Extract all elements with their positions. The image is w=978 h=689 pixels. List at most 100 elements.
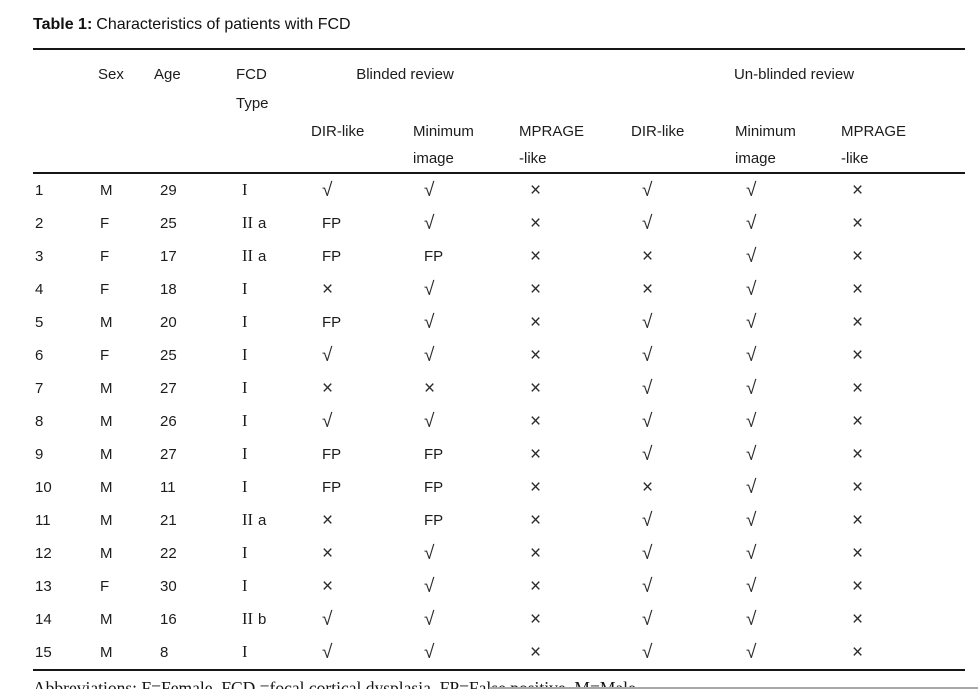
abbreviations-note: Abbreviations: F=Female, FCD =focal cort… [33, 678, 636, 689]
fcd-type-numeral: I [242, 444, 248, 463]
cell-sex: M [100, 313, 113, 331]
header-row-subcolumns: DIR-like Minimum image MPRAGE -like DIR-… [33, 118, 965, 173]
fcd-type-numeral: I [242, 180, 248, 199]
cell-blinded-mprage-like: × [530, 344, 542, 366]
cell-blinded-dir-like: FP [322, 478, 342, 496]
cell-patient-number: 3 [35, 247, 44, 265]
cell-blinded-mprage-like: × [530, 641, 542, 663]
cell-unblinded-mprage-like: × [852, 377, 864, 399]
cell-blinded-mprage-like: × [530, 179, 542, 201]
cell-age: 8 [160, 643, 169, 661]
fcd-type-numeral: II [242, 510, 253, 529]
cell-unblinded-dir-like: √ [642, 542, 653, 564]
cell-unblinded-mprage-like: × [852, 344, 864, 366]
table-caption-label: Table 1: [33, 16, 93, 33]
cell-unblinded-minimum-image: √ [746, 311, 757, 333]
cell-unblinded-mprage-like: × [852, 311, 864, 333]
fcd-type-numeral: I [242, 642, 248, 661]
patient-row: 3 F 17 II a FP FP × × √ × [33, 240, 965, 273]
patient-row: 10 M 11 I FP FP × × √ × [33, 471, 965, 504]
cell-fcd-type: I [229, 405, 303, 438]
fcd-type-numeral: I [242, 411, 248, 430]
subheader-blinded-minimum-image: Minimum image [413, 123, 474, 167]
patient-row: 11 M 21 II a × FP × √ √ × [33, 504, 965, 537]
cell-patient-number: 12 [35, 544, 52, 562]
cell-age: 27 [160, 379, 177, 397]
cell-unblinded-dir-like: × [642, 278, 654, 300]
cell-blinded-mprage-like: × [530, 377, 542, 399]
cell-unblinded-mprage-like: × [852, 443, 864, 465]
cell-blinded-mprage-like: × [530, 410, 542, 432]
fcd-type-numeral: I [242, 576, 248, 595]
header-sex: Sex [98, 66, 124, 83]
patient-row: 7 M 27 I × × × √ √ × [33, 372, 965, 405]
subheader-empty-3 [153, 118, 229, 173]
cell-patient-number: 6 [35, 346, 44, 364]
cell-blinded-minimum-image: × [424, 377, 436, 399]
patient-row: 12 M 22 I × √ × √ √ × [33, 537, 965, 570]
subheader-unblinded-minimum-image: Minimum image [735, 123, 796, 167]
header-fcd-type: FCD Type [236, 66, 269, 112]
fcd-type-numeral: I [242, 543, 248, 562]
cell-blinded-mprage-like: × [530, 245, 542, 267]
cell-sex: F [100, 346, 110, 364]
cell-blinded-dir-like: FP [322, 313, 342, 331]
patient-row: 14 M 16 II b √ √ × √ √ × [33, 603, 965, 636]
cell-unblinded-minimum-image: √ [746, 608, 757, 630]
cell-patient-number: 4 [35, 280, 44, 298]
cell-sex: F [100, 247, 110, 265]
cell-unblinded-minimum-image: √ [746, 410, 757, 432]
cell-unblinded-mprage-like: × [852, 542, 864, 564]
patient-row: 5 M 20 I FP √ × √ √ × [33, 306, 965, 339]
cell-unblinded-dir-like: √ [642, 344, 653, 366]
cell-unblinded-minimum-image: √ [746, 476, 757, 498]
patient-row: 8 M 26 I √ √ × √ √ × [33, 405, 965, 438]
cell-unblinded-minimum-image: √ [746, 641, 757, 663]
page-edge-artifact-line [489, 687, 978, 689]
cell-blinded-mprage-like: × [530, 311, 542, 333]
cell-blinded-dir-like: √ [322, 608, 333, 630]
cell-age: 26 [160, 412, 177, 430]
cell-unblinded-minimum-image: √ [746, 443, 757, 465]
cell-age: 16 [160, 610, 177, 628]
cell-unblinded-dir-like: √ [642, 377, 653, 399]
cell-blinded-minimum-image: √ [424, 410, 435, 432]
cell-blinded-minimum-image: √ [424, 608, 435, 630]
cell-unblinded-minimum-image: √ [746, 278, 757, 300]
cell-fcd-type: I [229, 372, 303, 405]
cell-patient-number: 8 [35, 412, 44, 430]
cell-unblinded-minimum-image: √ [746, 575, 757, 597]
header-empty-corner [33, 49, 95, 118]
cell-age: 27 [160, 445, 177, 463]
table-header: Sex Age FCD Type Blinded review Un-blind… [33, 49, 966, 173]
cell-unblinded-minimum-image: √ [746, 179, 757, 201]
cell-unblinded-mprage-like: × [852, 575, 864, 597]
cell-unblinded-mprage-like: × [852, 278, 864, 300]
cell-unblinded-minimum-image: √ [746, 509, 757, 531]
cell-age: 30 [160, 577, 177, 595]
cell-age: 17 [160, 247, 177, 265]
cell-blinded-dir-like: FP [322, 214, 342, 232]
fcd-type-suffix: b [258, 611, 267, 628]
table-caption: Table 1: Characteristics of patients with… [33, 14, 978, 36]
fcd-type-suffix: a [258, 215, 267, 232]
cell-unblinded-dir-like: √ [642, 641, 653, 663]
cell-blinded-dir-like: √ [322, 641, 333, 663]
cell-sex: M [100, 181, 113, 199]
patient-row: 2 F 25 II a FP √ × √ √ × [33, 207, 965, 240]
cell-fcd-type: I [229, 537, 303, 570]
cell-sex: F [100, 214, 110, 232]
cell-sex: M [100, 643, 113, 661]
cell-unblinded-mprage-like: × [852, 641, 864, 663]
cell-age: 22 [160, 544, 177, 562]
cell-blinded-dir-like: FP [322, 247, 342, 265]
cell-blinded-mprage-like: × [530, 476, 542, 498]
cell-blinded-minimum-image: √ [424, 311, 435, 333]
cell-blinded-minimum-image: √ [424, 179, 435, 201]
cell-blinded-mprage-like: × [530, 509, 542, 531]
cell-age: 11 [160, 478, 176, 496]
cell-patient-number: 15 [35, 643, 52, 661]
cell-age: 20 [160, 313, 177, 331]
cell-unblinded-dir-like: √ [642, 311, 653, 333]
cell-sex: F [100, 577, 110, 595]
